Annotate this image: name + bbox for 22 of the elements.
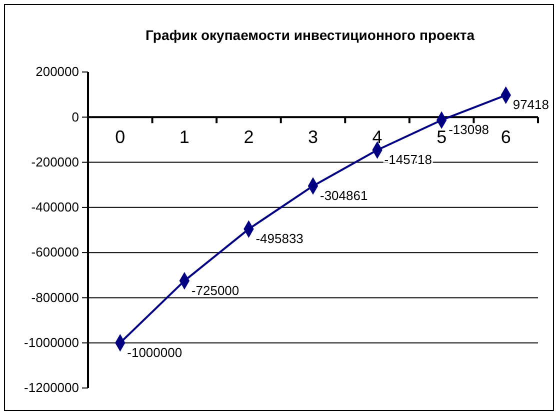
data-label: 97418 [512,97,550,112]
y-tick-label: -1200000 [24,380,79,396]
x-tick-label: 1 [179,127,190,148]
data-label: -725000 [191,282,240,298]
x-tick-label: 6 [500,127,511,148]
y-tick-label: -400000 [31,200,79,215]
data-label: -495833 [256,231,304,246]
x-tick-label: 4 [372,127,382,148]
y-tick-label: -800000 [31,290,79,305]
data-label: -13098 [448,122,490,138]
y-tick-label: -600000 [31,244,79,260]
y-tick-label: 0 [72,109,79,124]
y-tick-label: -200000 [31,154,79,170]
data-label: -304861 [320,188,368,203]
x-tick-label: 0 [115,127,126,148]
x-tick-label: 2 [244,127,254,148]
chart-title: График окупаемости инвестиционного проекта [145,27,475,43]
x-tick-label: 3 [308,127,318,148]
data-label: -1000000 [127,344,182,360]
x-tick-label: 5 [436,127,447,148]
y-tick-label: -1000000 [24,335,79,350]
y-tick-label: 200000 [36,64,79,80]
